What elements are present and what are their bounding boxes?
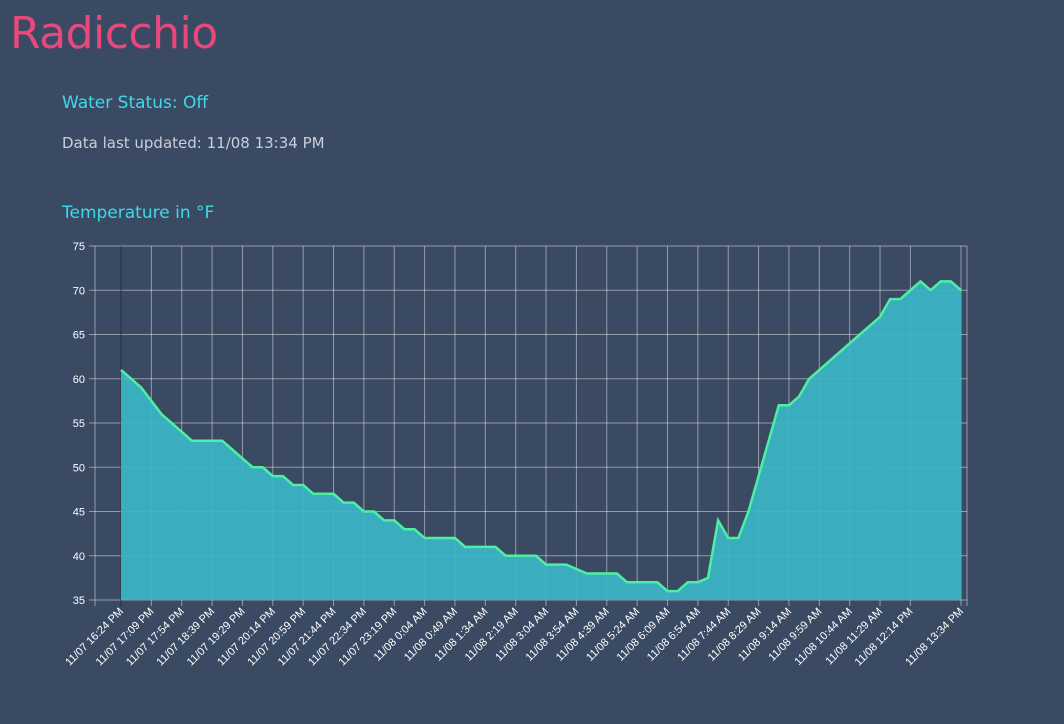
x-tick-label: 11/08 0:49 AM: [402, 606, 460, 664]
x-tick-label: 11/08 0:04 AM: [372, 606, 430, 664]
x-tick-label: 11/08 2:19 AM: [463, 606, 521, 664]
x-tick-label: 11/08 7:44 AM: [675, 606, 733, 664]
y-tick-label: 65: [73, 330, 85, 342]
y-tick-label: 55: [73, 418, 85, 430]
chart-title: Temperature in °F: [62, 203, 215, 223]
x-tick-label: 11/08 5:24 AM: [584, 606, 642, 664]
x-tick-label: 11/08 3:04 AM: [493, 606, 551, 664]
y-tick-label: 40: [73, 551, 85, 563]
x-tick-label: 11/08 9:59 AM: [766, 606, 824, 664]
area-fill: [121, 281, 961, 600]
x-tick-label: 11/08 6:09 AM: [615, 606, 673, 664]
x-tick-label: 11/08 9:14 AM: [736, 606, 794, 664]
last-updated: Data last updated: 11/08 13:34 PM: [62, 134, 325, 152]
y-tick-label: 70: [73, 285, 85, 297]
app-title: Radicchio: [10, 8, 218, 59]
x-tick-label: 11/08 3:54 AM: [523, 606, 581, 664]
x-tick-label: 11/08 6:54 AM: [645, 606, 703, 664]
x-tick-label: 11/08 4:39 AM: [554, 606, 612, 664]
line: [120, 279, 962, 593]
y-tick-label: 45: [73, 507, 85, 519]
water-status: Water Status: Off: [62, 93, 209, 113]
y-tick-label: 75: [73, 241, 85, 253]
x-tick-label: 11/08 8:29 AM: [706, 606, 764, 664]
y-tick-label: 60: [73, 374, 85, 386]
y-tick-label: 35: [73, 595, 85, 607]
y-tick-label: 50: [73, 462, 85, 474]
x-tick-label: 11/08 1:34 AM: [432, 606, 490, 664]
